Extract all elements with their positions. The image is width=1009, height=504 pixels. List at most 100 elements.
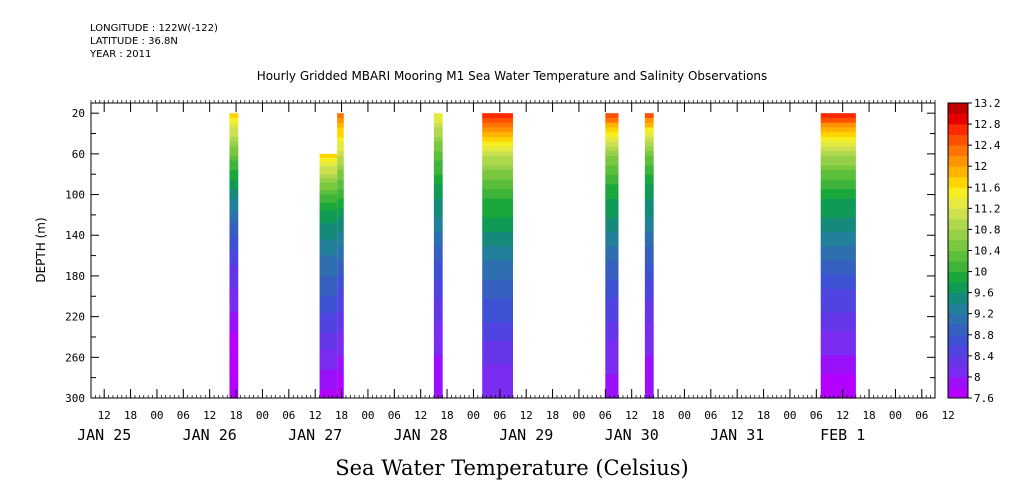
heatmap-cell (605, 341, 619, 347)
heatmap-cell (482, 322, 513, 328)
x-hour-label: 06 (388, 409, 401, 422)
heatmap-cell (319, 357, 338, 362)
colorbar-label: 8.8 (974, 329, 994, 342)
heatmap-cell (337, 208, 344, 214)
heatmap-cell (820, 227, 856, 233)
heatmap-cell (820, 179, 856, 185)
heatmap-cell (319, 271, 338, 277)
heatmap-cell (605, 355, 619, 361)
heatmap-cell (433, 203, 443, 209)
heatmap-cell (482, 155, 513, 162)
heatmap-cell (319, 153, 338, 159)
heatmap-cell (337, 307, 344, 314)
heatmap-cell (337, 198, 344, 204)
x-hour-label: 06 (915, 409, 928, 422)
heatmap-cell (605, 174, 619, 181)
heatmap-cell (319, 231, 338, 236)
heatmap-cell (820, 341, 856, 347)
heatmap-cell (820, 208, 856, 214)
heatmap-cell (433, 364, 443, 371)
heatmap-cell (319, 170, 338, 175)
heatmap-cell (229, 379, 239, 385)
heatmap-cell (644, 165, 654, 171)
heatmap-cell (644, 322, 654, 328)
heatmap-cell (644, 307, 654, 314)
heatmap-cell (820, 265, 856, 271)
heatmap-cell (605, 212, 619, 219)
heatmap-cell (337, 350, 344, 356)
heatmap-cell (820, 146, 856, 152)
colorbar-swatch (948, 334, 968, 346)
heatmap-cell (644, 136, 654, 143)
heatmap-cell (337, 113, 344, 119)
heatmap-cell (433, 198, 443, 204)
heatmap-cell (337, 136, 344, 143)
heatmap-cell (644, 379, 654, 385)
heatmap-cell (605, 127, 619, 133)
heatmap-cell (319, 284, 338, 289)
heatmap-cell (229, 203, 239, 209)
heatmap-cell (482, 274, 513, 280)
heatmap-cell (644, 293, 654, 299)
heatmap-cell (337, 360, 344, 366)
heatmap-cell (433, 236, 443, 242)
heatmap-cell (605, 269, 619, 276)
heatmap-cell (820, 222, 856, 228)
heatmap-cell (605, 231, 619, 238)
heatmap-cell (337, 160, 344, 166)
heatmap-cell (820, 279, 856, 285)
heatmap-cell (482, 113, 513, 119)
heatmap-cell (644, 170, 654, 176)
heatmap-cell (337, 284, 344, 290)
heatmap-cell (319, 186, 338, 192)
heatmap-cell (644, 222, 654, 228)
heatmap-cell (820, 298, 856, 304)
heatmap-cell (605, 322, 619, 328)
chart-title: Hourly Gridded MBARI Mooring M1 Sea Wate… (257, 69, 768, 83)
heatmap-cell (433, 160, 443, 166)
heatmap-cell (644, 246, 654, 252)
colorbar-label: 9.6 (974, 287, 994, 300)
data-column-2 (319, 153, 338, 399)
heatmap-cell (319, 267, 338, 273)
heatmap-cell (433, 141, 443, 148)
heatmap-cell (229, 298, 239, 304)
latitude-label: LATITUDE : 36.8N (90, 36, 178, 47)
heatmap-cell (482, 355, 513, 361)
heatmap-cell (337, 117, 344, 124)
heatmap-cell (433, 269, 443, 276)
heatmap-cell (605, 122, 619, 129)
heatmap-cell (433, 170, 443, 176)
heatmap-cell (605, 255, 619, 261)
heatmap-cell (337, 288, 344, 295)
heatmap-cell (482, 350, 513, 356)
heatmap-cell (820, 236, 856, 242)
heatmap-cell (433, 260, 443, 266)
heatmap-cell (482, 269, 513, 276)
heatmap-cell (482, 236, 513, 242)
heatmap-cell (229, 151, 239, 157)
heatmap-cell (433, 146, 443, 152)
colorbar-swatch (948, 229, 968, 241)
colorbar-swatch (948, 282, 968, 294)
heatmap-cell (644, 374, 654, 380)
data-column-6 (605, 113, 619, 399)
heatmap-cell (820, 151, 856, 157)
heatmap-cell (644, 151, 654, 157)
x-hour-label: 18 (757, 409, 770, 422)
heatmap-cell (229, 279, 239, 285)
heatmap-cell (433, 322, 443, 328)
heatmap-cell (337, 222, 344, 228)
x-hour-label: 00 (678, 409, 691, 422)
heatmap-cell (644, 155, 654, 162)
heatmap-cell (319, 361, 338, 367)
heatmap-cell (644, 179, 654, 185)
colorbar-swatch (948, 208, 968, 220)
heatmap-cell (229, 383, 239, 390)
heatmap-cell (605, 132, 619, 138)
heatmap-cell (605, 117, 619, 124)
heatmap-cells (229, 113, 856, 399)
heatmap-cell (605, 303, 619, 309)
heatmap-cell (605, 265, 619, 271)
heatmap-cell (605, 279, 619, 285)
